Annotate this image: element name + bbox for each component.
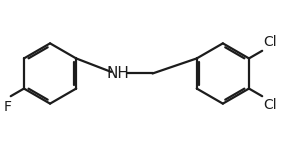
- Text: Cl: Cl: [263, 98, 277, 112]
- Text: Cl: Cl: [263, 35, 277, 49]
- Text: F: F: [4, 100, 12, 114]
- Text: NH: NH: [107, 66, 130, 81]
